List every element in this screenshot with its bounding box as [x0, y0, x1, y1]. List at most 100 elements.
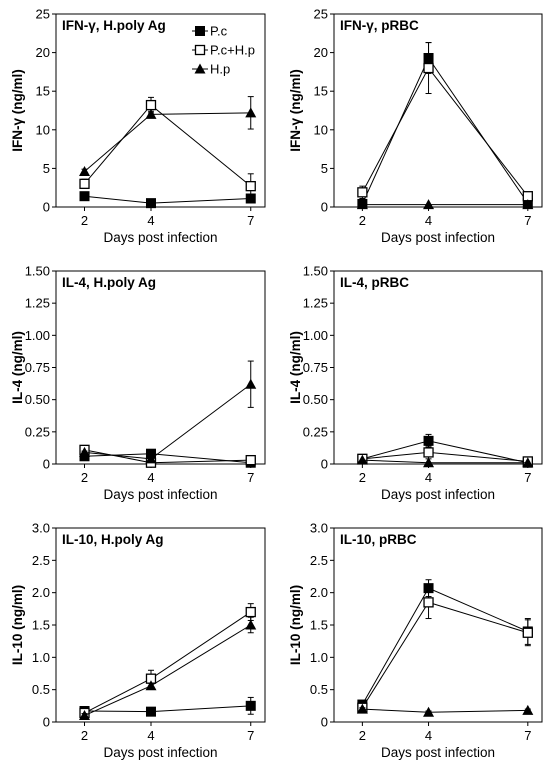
x-tick-label: 4	[425, 728, 432, 743]
panel-title: IL-10, pRBC	[340, 532, 417, 547]
y-tick-label: 25	[36, 7, 50, 22]
y-tick-label: 10	[36, 122, 50, 137]
series-line	[361, 587, 529, 705]
y-tick-label: 1.0	[310, 650, 328, 665]
y-axis-label: IFN-γ (ng/ml)	[10, 69, 25, 152]
data-point	[423, 706, 435, 717]
series-h-p	[356, 199, 534, 210]
y-tick-label: 1.50	[303, 264, 328, 279]
x-tick-label: 2	[359, 728, 366, 743]
x-axis-label: Days post infection	[103, 230, 217, 245]
y-tick-label: 15	[314, 84, 328, 99]
x-tick-label: 4	[147, 728, 154, 743]
legend-marker	[194, 63, 206, 74]
series-p-c	[357, 42, 533, 209]
data-point	[79, 710, 91, 721]
series-p-c	[357, 579, 533, 710]
series-line	[362, 459, 528, 464]
series-line	[84, 112, 251, 172]
legend-label: H.p	[210, 62, 230, 77]
series-p-c-h-p	[357, 585, 533, 713]
x-tick-label: 4	[147, 470, 154, 485]
panel-6: 0 0.5 1.0 1.5 2.0 2.5 3.0 2 4 7 Days post infectio…	[288, 521, 543, 760]
x-tick-label: 7	[247, 728, 254, 743]
panel-5: 0 0.5 1.0 1.5 2.0 2.5 3.0 2 4 7 Days post infectio…	[10, 521, 266, 760]
y-tick-label: 0.5	[310, 682, 328, 697]
panel-3: 0 0.25 0.50 0.75 1.00 1.25 1.50 2 4 7 Days post in…	[10, 264, 266, 502]
panel-1: 0 5 10 15 20 25 2 4 7 Days post infection IFN-γ (n…	[10, 7, 266, 245]
legend: P.c P.c+H.p H.p	[192, 24, 255, 77]
y-tick-label: 1.25	[25, 296, 50, 311]
x-axis-label: Days post infection	[103, 487, 217, 502]
data-point	[522, 704, 534, 715]
series-h-p	[79, 360, 257, 464]
data-point	[145, 99, 157, 111]
y-tick-label: 2.5	[32, 553, 50, 568]
data-point	[245, 454, 256, 466]
data-point	[245, 619, 257, 630]
data-point	[79, 446, 91, 457]
x-tick-label: 7	[524, 213, 531, 228]
x-tick-label: 2	[359, 470, 366, 485]
x-axis-label: Days post infection	[381, 745, 495, 760]
series-line	[361, 601, 528, 709]
data-point	[522, 199, 534, 210]
series-h-p	[79, 616, 257, 721]
data-point	[356, 703, 368, 714]
data-point	[145, 453, 157, 464]
data-point	[423, 62, 434, 74]
data-point	[522, 457, 534, 468]
data-point	[79, 178, 90, 189]
data-point	[423, 199, 435, 210]
x-tick-label: 7	[524, 470, 531, 485]
y-tick-label: 0	[321, 200, 328, 215]
data-point	[145, 108, 157, 119]
plot-frame	[55, 13, 266, 208]
series-h-p	[356, 703, 534, 717]
x-tick-label: 4	[425, 470, 432, 485]
data-point	[357, 187, 368, 198]
series-line	[361, 67, 529, 197]
y-tick-label: 3.0	[310, 521, 328, 536]
legend-label: P.c+H.p	[210, 43, 255, 58]
y-tick-label: 0.5	[32, 682, 50, 697]
plot-frame	[55, 527, 266, 723]
panel-title: IL-4, H.poly Ag	[62, 275, 156, 290]
panel-title: IL-10, H.poly Ag	[62, 532, 164, 547]
plot-frame	[333, 527, 543, 723]
y-axis-label: IL-4 (ng/ml)	[10, 331, 25, 404]
series-p-c	[79, 448, 256, 468]
x-axis-label: Days post infection	[381, 230, 495, 245]
y-tick-label: 0	[43, 457, 50, 472]
series-line	[84, 449, 251, 464]
y-tick-label: 0	[321, 715, 328, 730]
data-point	[423, 457, 435, 468]
x-tick-label: 2	[81, 213, 88, 228]
y-tick-label: 20	[36, 45, 50, 60]
series-p-c-h-p	[79, 603, 256, 719]
series-p-c-h-p	[79, 96, 256, 200]
series-line	[84, 195, 251, 204]
data-point	[245, 700, 256, 711]
y-tick-label: 1.50	[25, 264, 50, 279]
plot-frame	[333, 270, 543, 465]
series-p-c	[79, 191, 256, 209]
data-point	[245, 378, 257, 389]
data-point	[356, 454, 368, 465]
data-point	[522, 627, 533, 638]
panel-title: IFN-γ, pRBC	[340, 18, 419, 33]
y-axis-label: IL-10 (ng/ml)	[288, 585, 303, 665]
y-tick-label: 0	[321, 457, 328, 472]
x-tick-label: 2	[81, 470, 88, 485]
x-axis-label: Days post infection	[103, 745, 217, 760]
y-tick-label: 0.25	[25, 424, 50, 439]
y-tick-label: 2.0	[32, 585, 50, 600]
y-tick-label: 1.0	[32, 650, 50, 665]
y-tick-label: 1.25	[303, 296, 328, 311]
data-point	[145, 680, 157, 691]
y-tick-label: 1.5	[310, 618, 328, 633]
x-tick-label: 4	[425, 213, 432, 228]
data-point	[356, 199, 368, 210]
